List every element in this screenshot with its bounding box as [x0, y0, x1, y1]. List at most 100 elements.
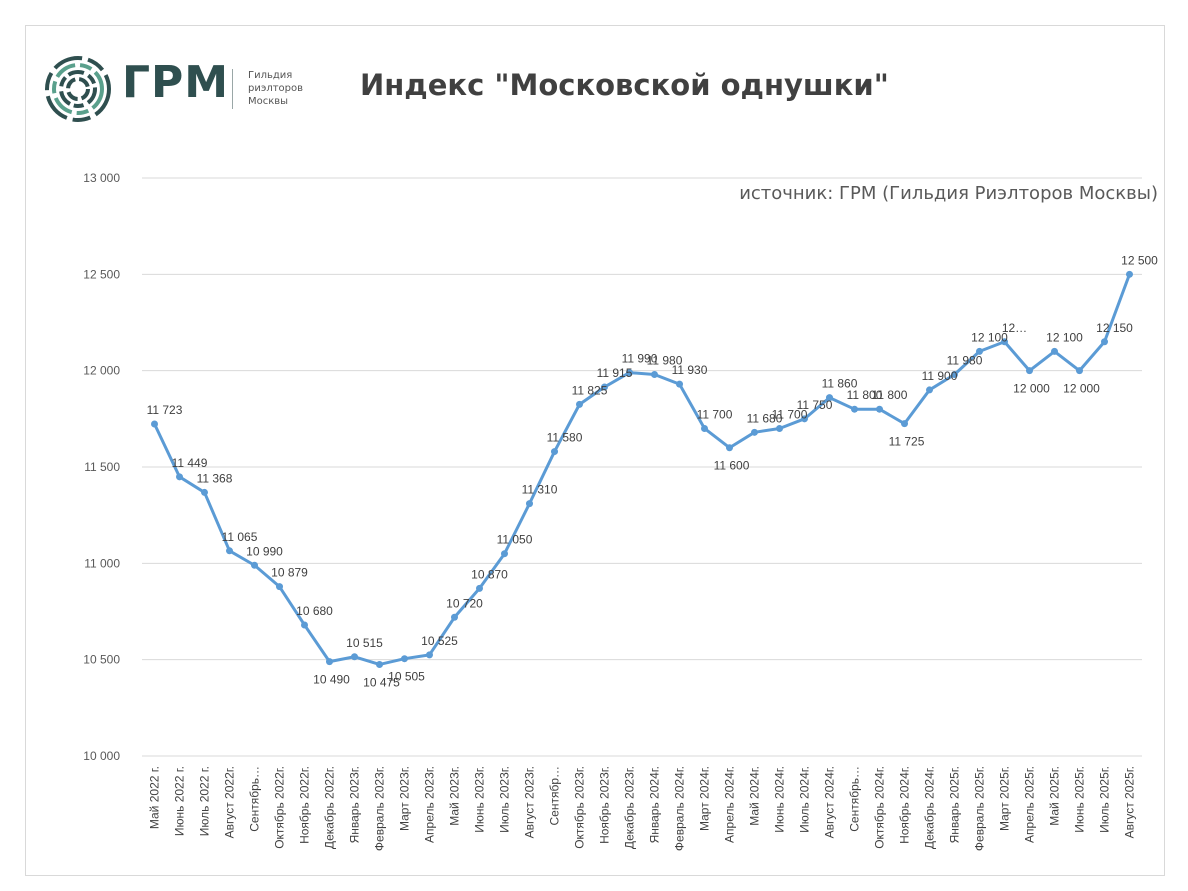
x-tick-label: Май 2022 г. [148, 766, 162, 829]
data-label: 12 000 [1013, 382, 1050, 396]
data-point [451, 613, 458, 621]
data-point [676, 380, 683, 388]
data-point [501, 550, 508, 558]
data-point [1076, 367, 1083, 375]
logo-rings-icon [45, 56, 111, 122]
data-label: 11 915 [597, 366, 633, 380]
x-tick-label: Май 2025г. [1048, 766, 1062, 826]
logo-subtitle-line: риэлторов [248, 83, 304, 94]
x-tick-label: Февраль 2024г. [673, 766, 687, 851]
x-tick-label: Ноябрь 2023г. [598, 766, 612, 844]
data-label: 11 050 [497, 533, 533, 547]
data-label: 10 870 [471, 567, 508, 581]
data-label: 11 723 [147, 403, 183, 417]
data-point [576, 400, 583, 408]
x-tick-label: Июнь 2024г. [773, 766, 787, 833]
data-point [551, 448, 558, 456]
data-point [301, 621, 308, 629]
y-axis-ticks: 10 000 10 500 11 000 11 500 12 000 12 500 13 0… [83, 171, 120, 763]
data-points [151, 270, 1133, 668]
y-tick-label: 12 000 [83, 364, 120, 378]
y-tick-label: 13 000 [83, 171, 120, 185]
x-tick-label: Апрель 2023г. [423, 766, 437, 843]
data-point [951, 371, 958, 379]
y-tick-label: 11 500 [84, 460, 120, 474]
x-tick-label: Июль 2025г. [1098, 766, 1112, 833]
data-point [1026, 367, 1033, 375]
x-tick-label: Декабрь 2024г. [923, 766, 937, 849]
data-label: 11 825 [572, 383, 608, 397]
x-tick-label: Октябрь 2022г. [273, 766, 287, 849]
data-label: 11 680 [747, 411, 783, 425]
data-label: 11 449 [172, 456, 208, 470]
x-tick-label: Январь 2023г. [348, 766, 362, 843]
data-label: 12 500 [1121, 253, 1158, 267]
x-tick-label: Август 2023г. [523, 766, 537, 838]
data-point [176, 473, 183, 481]
data-label: 10 680 [296, 604, 333, 618]
data-point [251, 561, 258, 569]
grm-logo: ГРМ Гильдия риэлторов Москвы [44, 55, 324, 125]
data-label: 11 900 [922, 369, 958, 383]
data-point [901, 420, 908, 428]
data-point [351, 653, 358, 661]
data-point [276, 583, 283, 591]
chart-title: Индекс "Московской однушки" [360, 68, 889, 102]
data-label: 11 750 [797, 398, 833, 412]
x-tick-label: Декабрь 2023г. [623, 766, 637, 849]
series-line [153, 273, 1131, 666]
data-label: 11 800 [847, 388, 883, 402]
data-point [151, 420, 158, 428]
data-label: 10 475 [363, 675, 400, 689]
logo-text: ГРМ [122, 57, 230, 108]
data-point [876, 405, 883, 413]
x-tick-label: Февраль 2023г. [373, 766, 387, 851]
x-axis-ticks: Май 2022 г. Июнь 2022 г. Июль 2022 г. Авгус… [148, 766, 1137, 851]
data-label: 10 879 [271, 566, 308, 580]
data-point [626, 369, 633, 377]
data-label: 11 700 [772, 407, 808, 421]
x-tick-label: Июнь 2022 г. [173, 766, 187, 836]
data-label: 11 990 [622, 352, 658, 366]
x-tick-label: Апрель 2025г. [1023, 766, 1037, 843]
logo-subtitle-line: Гильдия [248, 70, 293, 81]
x-tick-label: Август 2022г. [223, 766, 237, 838]
y-tick-label: 11 000 [84, 556, 120, 570]
x-tick-label: Ноябрь 2022г. [298, 766, 312, 844]
x-tick-label: Июль 2022 г. [198, 766, 212, 836]
x-tick-label: Июнь 2025г. [1073, 766, 1087, 833]
data-label: 10 990 [246, 544, 283, 558]
data-point [976, 347, 983, 355]
x-tick-label: Октябрь 2023г. [573, 766, 587, 849]
logo-subtitle-line: Москвы [248, 96, 289, 107]
data-point [526, 500, 533, 508]
data-point [376, 660, 383, 668]
data-point [401, 655, 408, 663]
x-tick-label: Май 2023г. [448, 766, 462, 826]
x-tick-label: Март 2025г. [998, 766, 1012, 831]
series-line-layer [153, 273, 1131, 666]
data-point [601, 383, 608, 391]
data-label: 11 725 [889, 435, 925, 449]
data-point [1051, 347, 1058, 355]
y-tick-label: 12 500 [83, 267, 120, 281]
x-tick-label: Июль 2023г. [498, 766, 512, 833]
data-point [201, 488, 208, 496]
data-label: 11 980 [647, 354, 683, 368]
x-tick-label: Июнь 2023г. [473, 766, 487, 833]
x-tick-label: Август 2025г. [1123, 766, 1137, 838]
data-label: 11 368 [197, 471, 233, 485]
chart-frame [25, 25, 1165, 876]
x-tick-label: Май 2024г. [748, 766, 762, 826]
x-tick-label: Январь 2025г. [948, 766, 962, 843]
data-label: 11 800 [872, 388, 908, 402]
data-label: 12… [1002, 321, 1027, 335]
data-label: 12 150 [1096, 321, 1133, 335]
x-tick-label: Апрель 2024г. [723, 766, 737, 843]
data-point [701, 424, 708, 432]
data-point [226, 547, 233, 555]
data-label: 11 600 [714, 459, 750, 473]
x-tick-label: Сентябр… [548, 766, 562, 826]
data-point [851, 405, 858, 413]
